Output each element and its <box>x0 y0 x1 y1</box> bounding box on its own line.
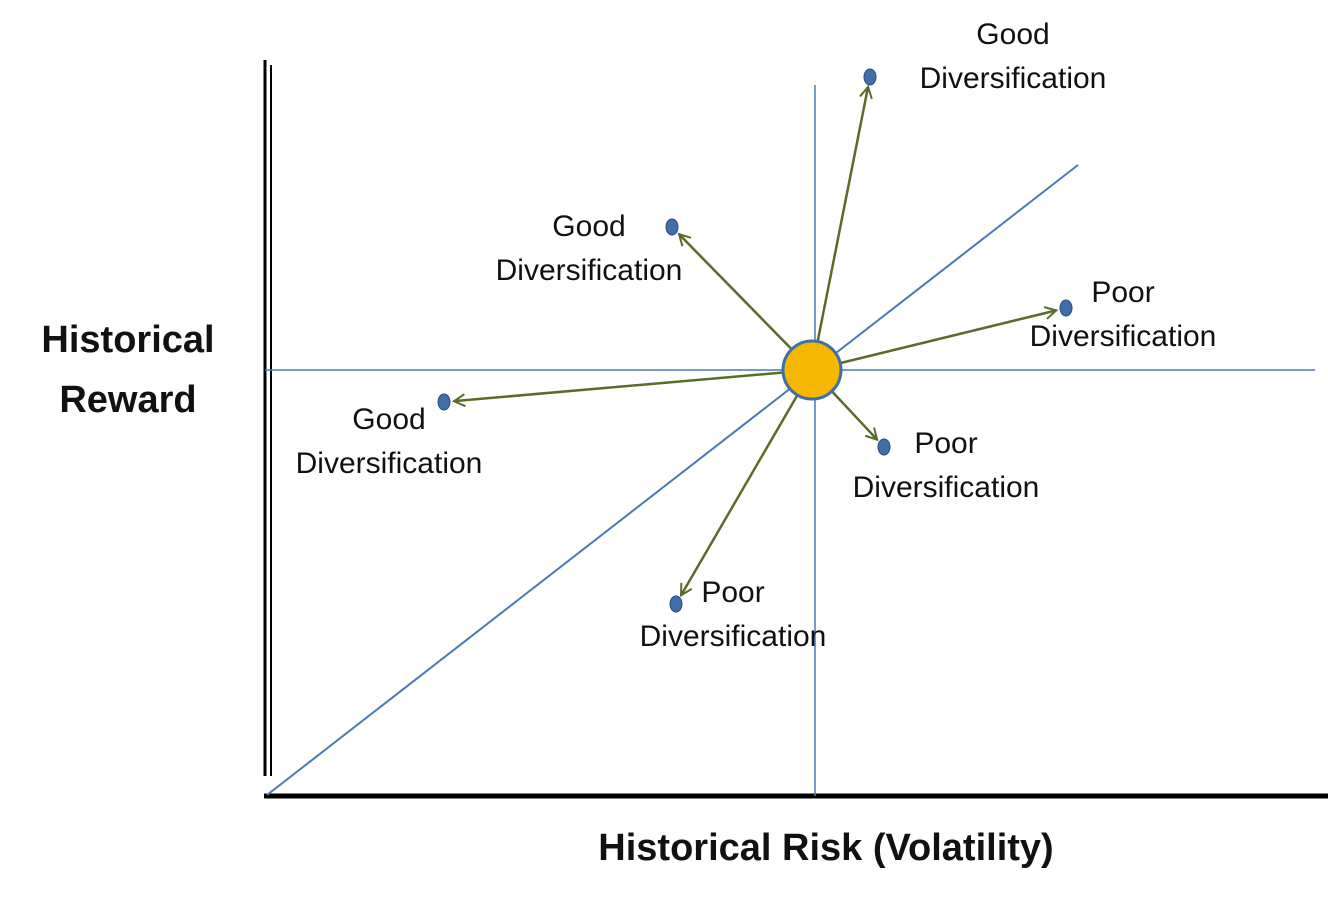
arrow <box>679 369 814 595</box>
node-label: Poor <box>914 427 977 460</box>
arrow <box>679 234 813 371</box>
y-axis-label: Reward <box>59 379 196 421</box>
arrow <box>810 87 868 371</box>
arrows <box>454 87 1056 596</box>
center-portfolio <box>781 339 843 401</box>
portfolio-dot <box>877 438 891 456</box>
node-label: Diversification <box>640 620 827 653</box>
node-label: Good <box>552 210 625 243</box>
node-label: Diversification <box>296 447 483 480</box>
diagonal-line <box>266 164 1079 796</box>
y-axis-label: Historical <box>41 319 214 361</box>
portfolio-dot <box>665 218 679 236</box>
portfolio-dot <box>669 595 683 613</box>
node-label: Diversification <box>920 62 1107 95</box>
x-axis-label: Historical Risk (Volatility) <box>598 827 1053 869</box>
portfolio-dot <box>863 68 877 86</box>
portfolio-dot <box>437 393 451 411</box>
node-label: Diversification <box>496 254 683 287</box>
node-label: Poor <box>1091 276 1154 309</box>
node-label: Diversification <box>853 471 1040 504</box>
node-label: Good <box>976 18 1049 51</box>
arrow <box>811 310 1056 372</box>
arrow <box>454 368 813 401</box>
portfolio-dot <box>1059 299 1073 317</box>
node-label: Diversification <box>1030 320 1217 353</box>
node-label: Poor <box>701 576 764 609</box>
node-label: Good <box>352 403 425 436</box>
